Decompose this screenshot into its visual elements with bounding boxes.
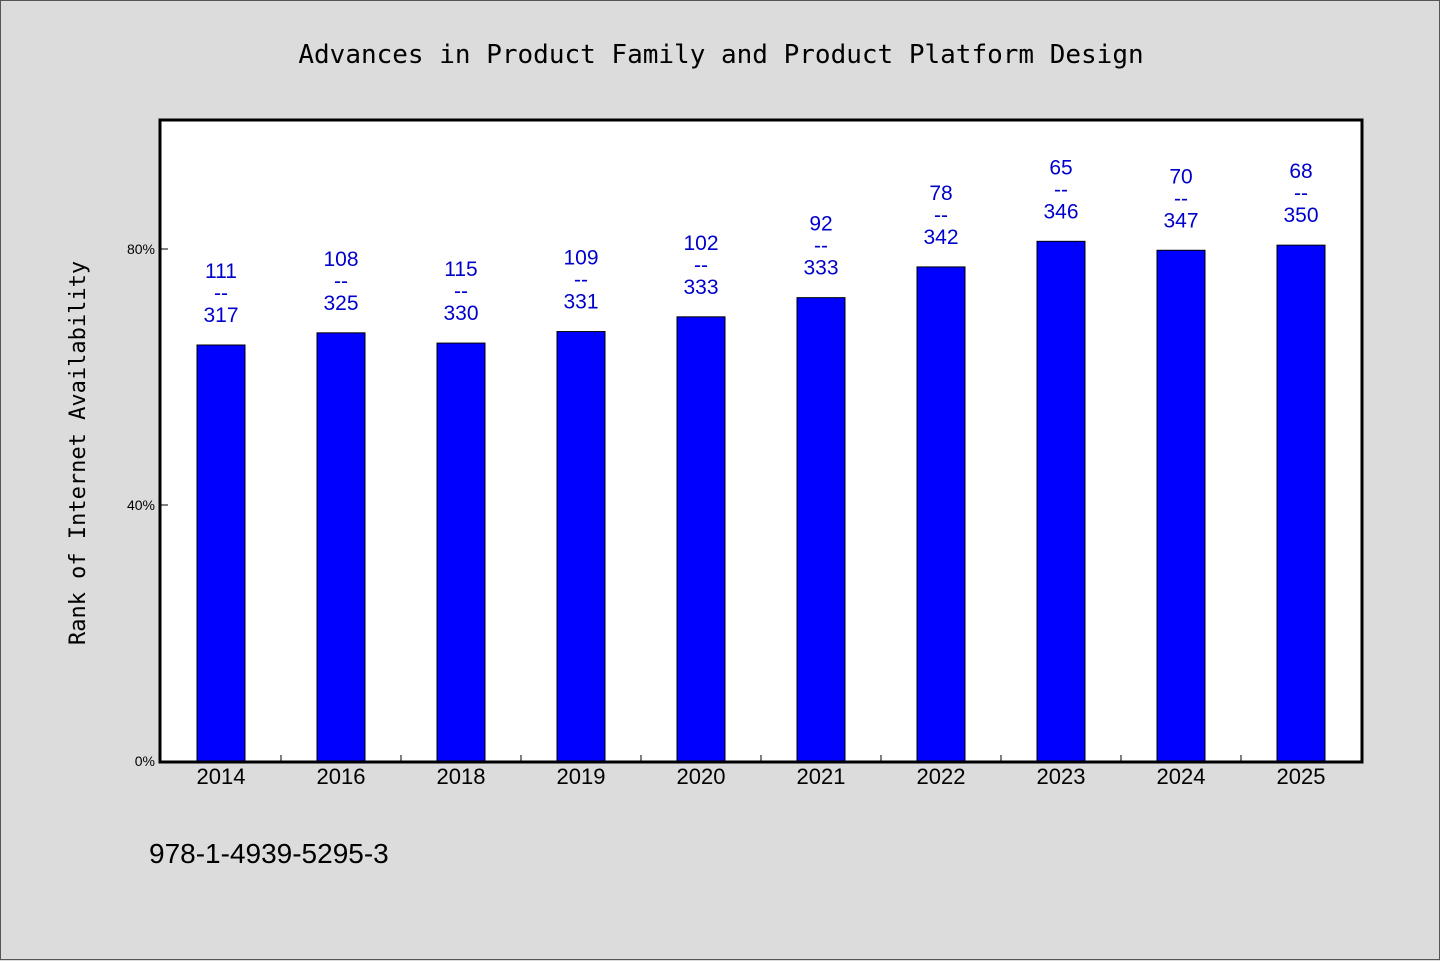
y-tick-label: 0%: [135, 753, 155, 769]
bar-label-separator: --: [1054, 178, 1068, 201]
x-tick-label: 2025: [1277, 764, 1326, 789]
bar-label-separator: --: [454, 280, 468, 303]
x-tick-label: 2023: [1037, 764, 1086, 789]
bar-label-separator: --: [934, 204, 948, 227]
bar-label-top: 115: [444, 258, 477, 281]
bar-label-separator: --: [694, 254, 708, 277]
x-tick-label: 2020: [677, 764, 726, 789]
bar-2016: [316, 332, 366, 762]
bar-label-top: 102: [683, 232, 718, 255]
isbn-footer: 978-1-4939-5295-3: [149, 838, 389, 869]
bar-label-separator: --: [574, 269, 588, 292]
bar-label-top: 108: [323, 248, 358, 271]
bar-label-separator: --: [814, 235, 828, 258]
x-tick-label: 2019: [557, 764, 606, 789]
bar-label-bottom: 346: [1043, 200, 1078, 223]
bar-label-bottom: 333: [683, 276, 718, 299]
bar-label-top: 92: [809, 213, 832, 236]
bar-label-separator: --: [1174, 187, 1188, 210]
bar-label-top: 109: [563, 247, 598, 270]
bar-label-separator: --: [1294, 182, 1308, 205]
bar-2014: [196, 344, 246, 762]
bar-label-top: 70: [1169, 165, 1192, 188]
bar-label-bottom: 333: [803, 257, 838, 280]
bar-label-bottom: 331: [563, 291, 598, 314]
bar-label-bottom: 347: [1163, 209, 1198, 232]
bar-label-bottom: 342: [923, 226, 958, 249]
bar-label-bottom: 330: [443, 302, 478, 325]
bar-label-bottom: 350: [1283, 204, 1318, 227]
bar-2022: [916, 266, 966, 762]
bar-2021: [796, 297, 846, 762]
bar-2018: [436, 342, 486, 762]
bar-label-bottom: 317: [203, 304, 238, 327]
x-tick-label: 2018: [437, 764, 486, 789]
bar-2023: [1036, 240, 1086, 762]
bar-2020: [676, 316, 726, 762]
x-tick-label: 2014: [197, 764, 246, 789]
bar-label-separator: --: [214, 282, 228, 305]
bar-2025: [1276, 244, 1326, 762]
bar-label-bottom: 325: [323, 292, 358, 315]
chart-title: Advances in Product Family and Product P…: [298, 40, 1143, 70]
y-axis-label: Rank of Internet Availability: [66, 261, 91, 645]
bar-2019: [556, 331, 606, 762]
bar-label-top: 65: [1049, 156, 1072, 179]
bar-label-separator: --: [334, 270, 348, 293]
bar-label-top: 68: [1289, 160, 1312, 183]
y-tick-label: 80%: [127, 241, 155, 257]
x-tick-label: 2016: [317, 764, 366, 789]
x-tick-label: 2021: [797, 764, 846, 789]
y-tick-label: 40%: [127, 497, 155, 513]
bar-2024: [1156, 249, 1206, 762]
bar-label-top: 111: [205, 260, 237, 283]
x-tick-label: 2022: [917, 764, 966, 789]
bar-label-top: 78: [929, 182, 952, 205]
x-tick-label: 2024: [1157, 764, 1206, 789]
